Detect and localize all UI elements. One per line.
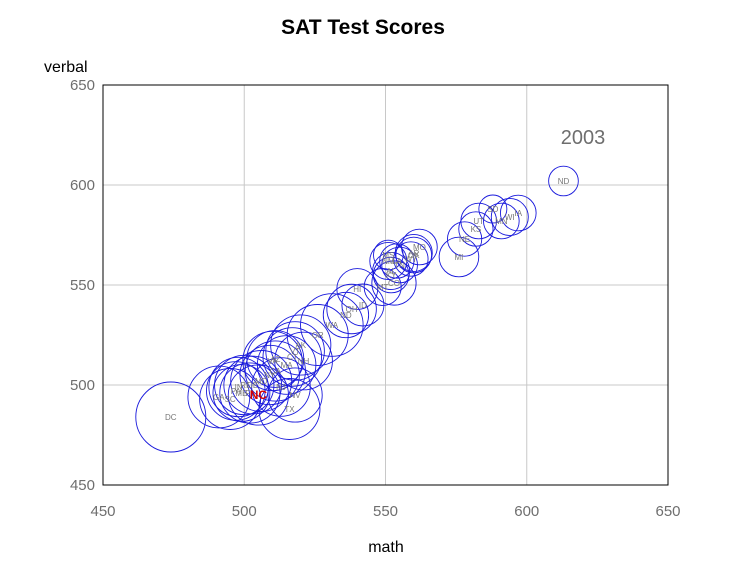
bubble-label-nv: NV: [290, 391, 302, 400]
bubble-nh: [274, 331, 333, 391]
grid-lines: [103, 85, 668, 485]
bubble-label-ct: CT: [287, 353, 298, 362]
bubble-label-ky: KY: [386, 271, 397, 280]
bubble-label-tx: TX: [284, 405, 295, 414]
bubble-label-md: MD: [255, 377, 268, 386]
bubble-label-sc: SC: [225, 395, 236, 404]
bubble-label-ca: CA: [270, 367, 282, 376]
bubble-label-nc: NC: [250, 388, 268, 402]
x-tick-label: 650: [655, 503, 680, 520]
bubble-me: [212, 364, 271, 422]
bubble-label-nd: ND: [558, 177, 570, 186]
bubble-label-in: IN: [235, 383, 243, 392]
y-tick-label: 650: [70, 77, 95, 94]
plot-frame: [102, 84, 669, 486]
bubble-label-mt: MT: [377, 283, 389, 292]
bubble-label-az: AZ: [270, 355, 280, 364]
bubble-wy: [393, 241, 429, 277]
bubble-nd: [322, 291, 370, 339]
bubble-label-nh: NH: [298, 357, 310, 366]
bubble-label-mo: MO: [413, 243, 426, 252]
bubble-label-wa: WA: [326, 321, 339, 330]
bubble-ct: [262, 327, 323, 387]
bubble-label-vt: VT: [290, 347, 300, 356]
y-tick-label: 550: [70, 277, 95, 294]
bubble-layer: [135, 165, 579, 453]
bubble-oh: [326, 283, 377, 335]
bubble-va: [242, 330, 303, 392]
bubble-label-or: OR: [312, 331, 324, 340]
y-tick-label: 450: [70, 477, 95, 494]
bubble-nv: [267, 367, 323, 423]
x-tick-label: 600: [514, 503, 539, 520]
bubble-label-ri: RI: [240, 381, 248, 390]
bubble-label-id: ID: [359, 301, 367, 310]
bubble-label-dc: DC: [165, 413, 177, 422]
bubble-nd: [548, 165, 579, 197]
bubble-label-la: LA: [392, 257, 402, 266]
x-axis-label: math: [368, 539, 404, 556]
y-tick-label: 600: [70, 177, 95, 194]
bubble-label-fl: FL: [245, 389, 255, 398]
bubble-tx: [258, 378, 321, 440]
bubble-label-me: ME: [235, 389, 247, 398]
bubble-label-nm: NM: [382, 257, 395, 266]
bubble-mt: [363, 268, 402, 306]
bubble-label-wi: WI: [505, 213, 515, 222]
bubble-md: [230, 350, 293, 412]
tick-label-layer: 450 500 550 600 650 450 500 550 600 650: [70, 77, 681, 520]
bubble-label-pa: PA: [231, 387, 242, 396]
bubble-fl: [219, 362, 281, 424]
bubble-ne: [447, 221, 483, 257]
x-tick-label: 500: [232, 503, 257, 520]
bubble-label-wy: WY: [404, 255, 418, 264]
bubble-label-ny: NY: [264, 371, 276, 380]
y-axis-label: verbal: [44, 59, 88, 76]
bubble-label-mi: MI: [455, 253, 464, 262]
bubble-ia: [499, 194, 537, 232]
x-tick-label: 550: [373, 503, 398, 520]
bubble-label-ak: AK: [295, 341, 306, 350]
bubble-ga: [187, 365, 251, 429]
bubble-co: [371, 260, 417, 306]
bubble-label-al: AL: [386, 267, 396, 276]
bubble-nc: [227, 364, 289, 426]
bubble-label-co: CO: [388, 279, 400, 288]
bubble-label-de: DE: [247, 381, 258, 390]
bubble-ms: [373, 239, 404, 271]
bubble-label-ar: AR: [408, 249, 419, 258]
bubble-label-ut: UT: [473, 217, 484, 226]
chart-title: SAT Test Scores: [281, 16, 445, 39]
bubble-label-mn: MN: [495, 217, 508, 226]
bubble-label-tn: TN: [394, 261, 405, 270]
bubble-label-ok: OK: [408, 251, 420, 260]
year-annotation: 2003: [561, 127, 606, 149]
bubble-mn: [483, 202, 520, 240]
bubble-label-sd: SD: [487, 205, 498, 214]
bubble-label-nd: ND: [340, 311, 352, 320]
bubble-label-ma: MA: [281, 361, 294, 370]
bubble-label-va: VA: [267, 357, 278, 366]
bubble-label-ia: IA: [514, 209, 522, 218]
bubble-label-ga: GA: [213, 393, 225, 402]
bubble-mi: [438, 236, 480, 278]
bubble-wi: [490, 198, 529, 236]
bubble-label-hi: HI: [353, 285, 361, 294]
x-tick-label: 450: [90, 503, 115, 520]
bubble-az: [246, 330, 305, 388]
bubble-label-ne: NE: [459, 235, 470, 244]
bubble-label-oh: OH: [346, 305, 358, 314]
bubble-label-nj: NJ: [276, 383, 286, 392]
bubble-label-ks: KS: [471, 225, 482, 234]
bubble-sd: [478, 194, 508, 224]
y-tick-label: 500: [70, 377, 95, 394]
bubble-label-ms: MS: [382, 251, 394, 260]
